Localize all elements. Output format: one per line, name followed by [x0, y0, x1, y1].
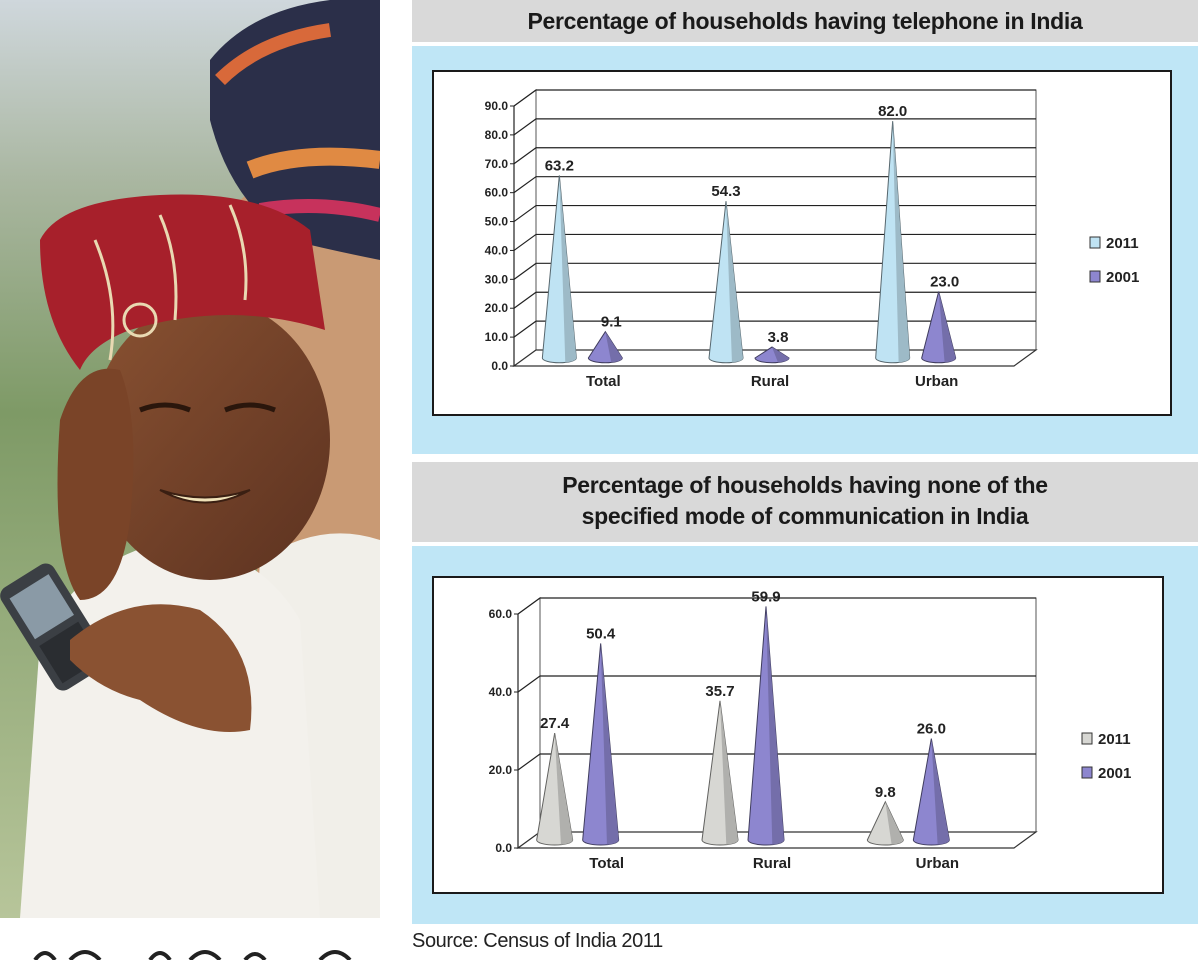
chart1-gridline [513, 233, 1036, 251]
chart2-cone-shade [885, 801, 904, 845]
cropped-caption-fragment [30, 930, 370, 960]
chart1-title: Percentage of households having telephon… [412, 0, 1198, 42]
chart2-data-label: 59.9 [751, 588, 780, 605]
chart2-data-label: 9.8 [875, 784, 896, 801]
chart1-cone-shade [559, 175, 577, 363]
chart1-y-tick-label: 60.0 [485, 186, 509, 200]
chart1-gridline [513, 291, 1036, 309]
chart1-y-tick-label: 10.0 [485, 330, 509, 344]
chart1-data-label: 82.0 [878, 103, 907, 120]
chart1-gridline [513, 147, 1036, 165]
chart1-y-tick-label: 80.0 [485, 128, 509, 142]
chart1-legend-swatch [1089, 270, 1101, 283]
photo-illustration [0, 0, 380, 918]
chart2-title-line2: specified mode of communication in India [581, 503, 1029, 529]
chart2-cone-shade [720, 700, 738, 845]
chart2-legend-swatch [1081, 766, 1093, 779]
chart1-y-tick-label: 50.0 [485, 215, 509, 229]
chart2-gridline [517, 753, 1036, 771]
chart1-y-tick-label: 70.0 [485, 157, 509, 171]
chart2-y-tick-label: 40.0 [489, 685, 513, 699]
chart2-side-wall [517, 597, 541, 849]
chart1-legend-label: 2011 [1106, 235, 1139, 252]
chart1-y-tick-label: 0.0 [491, 359, 508, 373]
chart1-cone-shade [938, 291, 956, 363]
chart2-gridline [517, 675, 1036, 693]
photo-men-with-phone [0, 0, 380, 918]
chart1-y-tick-label: 90.0 [485, 99, 509, 113]
chart1-gridline [513, 204, 1036, 223]
chart1-y-tick-label: 40.0 [485, 243, 509, 257]
chart1-gridline [513, 118, 1036, 136]
chart2-data-label: 27.4 [540, 715, 570, 732]
chart1-data-label: 54.3 [711, 183, 740, 200]
chart2-data-label: 35.7 [705, 683, 734, 700]
chart1-gridline [513, 262, 1036, 280]
chart2-cone-shade [931, 738, 950, 845]
chart1-legend-label: 2001 [1106, 269, 1139, 286]
chart1-svg: 0.0 10.0 20.0 30.0 40.0 50.0 60.0 70.0 80.0 90.0 T… [485, 89, 1139, 390]
chart1-plot-box: 0.0 10.0 20.0 30.0 40.0 50.0 60.0 70.0 80.0 90.0 T… [432, 70, 1172, 416]
chart2-cone-shade [600, 643, 619, 845]
chart2-title-line1: Percentage of households having none of … [562, 472, 1048, 498]
chart2-svg: 0.0 20.0 40.0 60.0 Total 27.4 50.4 Rural 35.7 59.… [489, 588, 1132, 872]
chart2-category-label: Total [589, 855, 624, 872]
chart1-y-tick-label: 20.0 [485, 301, 509, 315]
chart2-title: Percentage of households having none of … [412, 462, 1198, 542]
cropped-text-glyphs [33, 950, 352, 960]
chart1-category-label: Urban [915, 373, 958, 390]
chart2-category-label: Urban [916, 855, 959, 872]
chart1-data-label: 9.1 [601, 314, 622, 331]
chart1-category-label: Rural [751, 373, 789, 390]
chart1-back-wall [535, 89, 1037, 351]
chart1-data-label: 3.8 [768, 329, 789, 346]
chart1-cone-shade [726, 201, 743, 363]
chart1-cone-shade [892, 121, 910, 363]
chart1-cone-shade [772, 347, 789, 363]
chart2-legend-label: 2001 [1098, 765, 1131, 782]
chart2-plot-box: 0.0 20.0 40.0 60.0 Total 27.4 50.4 Rural 35.7 59.… [432, 576, 1164, 894]
chart2-y-tick-label: 0.0 [495, 841, 512, 855]
chart2-legend-label: 2011 [1098, 731, 1131, 748]
chart2-cone-shade [554, 733, 573, 845]
chart2-gridline [517, 597, 1036, 615]
chart1-legend-swatch [1089, 236, 1101, 249]
chart1-data-label: 63.2 [545, 157, 574, 174]
chart1-gridline [513, 320, 1036, 338]
chart1-cone-shade [605, 331, 623, 363]
chart2-y-tick-label: 20.0 [489, 763, 513, 777]
chart1-gridline [513, 89, 1036, 107]
chart2-data-label: 50.4 [586, 625, 616, 642]
chart2-data-label: 26.0 [917, 721, 946, 738]
chart1-category-label: Total [586, 373, 621, 390]
chart2-cone-shade [766, 606, 784, 845]
chart2-y-tick-label: 60.0 [489, 607, 513, 621]
chart2-legend-swatch [1081, 732, 1093, 745]
chart1-side-wall [513, 89, 537, 367]
chart1-y-tick-label: 30.0 [485, 272, 509, 286]
chart2-category-label: Rural [753, 855, 791, 872]
chart1-data-label: 23.0 [930, 274, 959, 291]
source-note: Source: Census of India 2011 [412, 930, 663, 952]
chart1-gridline [513, 176, 1036, 194]
